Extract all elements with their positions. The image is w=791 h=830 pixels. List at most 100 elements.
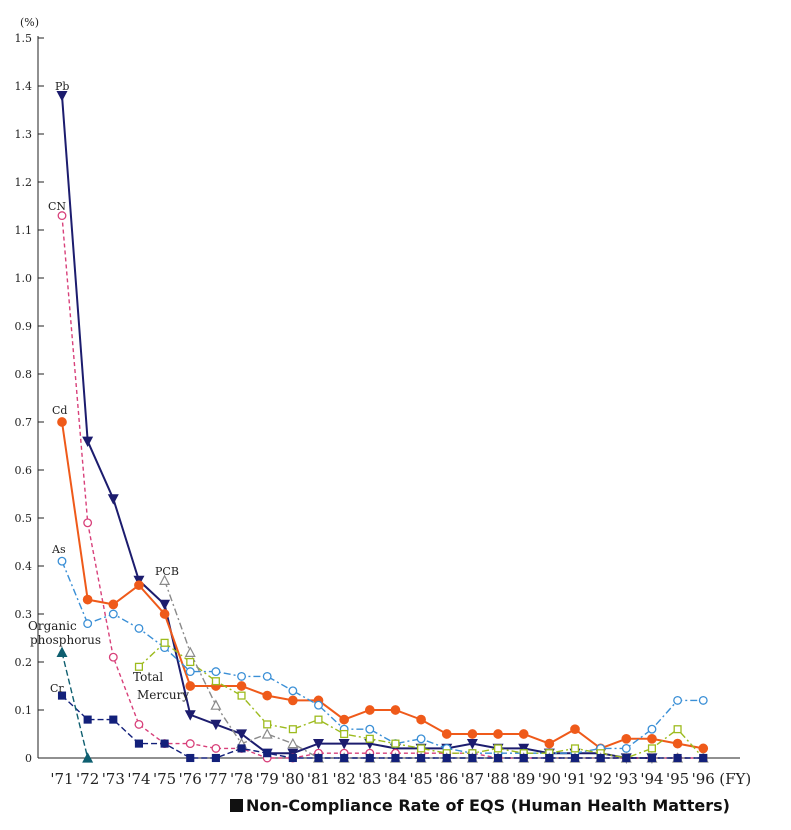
series-line-cr xyxy=(61,695,704,759)
point-total-mercury-14 xyxy=(417,744,426,753)
point-pb-5 xyxy=(184,710,196,721)
y-tick-label-7: 0.7 xyxy=(15,416,33,429)
series-label-organic-phosphorus-1: phosphorus xyxy=(30,633,101,647)
x-tick-label-2: '73 xyxy=(102,770,125,788)
x-tick-label-7: '78 xyxy=(230,770,253,788)
point-cd-2 xyxy=(108,599,119,610)
point-total-mercury-7 xyxy=(237,691,246,700)
y-tick-label-9: 0.9 xyxy=(15,320,33,333)
x-tick-label-24: '95 xyxy=(666,770,689,788)
point-cr-6 xyxy=(211,753,220,763)
point-cr-14 xyxy=(417,753,426,763)
point-total-mercury-3 xyxy=(134,662,144,671)
caption-square-icon xyxy=(230,799,243,812)
x-tick-label-1: '72 xyxy=(76,770,99,788)
x-tick-label-18: '89 xyxy=(512,770,535,788)
point-cd-4 xyxy=(159,609,170,619)
y-tick-label-13: 1.3 xyxy=(15,128,33,141)
point-cd-7 xyxy=(236,681,247,691)
point-total-mercury-24 xyxy=(673,725,682,734)
point-cr-1 xyxy=(83,715,92,724)
point-cd-14 xyxy=(416,714,426,725)
point-pcb-9 xyxy=(287,737,299,749)
point-cd-8 xyxy=(262,690,273,701)
point-cr-0 xyxy=(57,691,67,700)
y-axis-unit: (%) xyxy=(20,16,39,29)
point-as-5 xyxy=(185,667,195,677)
series-label-cn: CN xyxy=(48,200,66,213)
point-cd-24 xyxy=(672,738,683,749)
x-axis-unit: (FY) xyxy=(719,770,751,788)
point-cr-17 xyxy=(493,753,503,763)
point-cr-11 xyxy=(340,753,349,763)
point-cr-21 xyxy=(596,753,605,763)
point-pb-6 xyxy=(210,719,222,731)
point-cd-17 xyxy=(493,729,503,739)
series-line-as xyxy=(61,560,704,754)
x-tick-label-21: '92 xyxy=(589,770,612,788)
point-cn-3 xyxy=(134,719,144,729)
point-as-24 xyxy=(673,695,683,705)
point-as-12 xyxy=(365,724,375,734)
x-tick-label-25: '96 xyxy=(692,770,715,788)
y-tick-label-10: 1.0 xyxy=(15,272,33,285)
point-cd-1 xyxy=(82,594,93,605)
point-cd-18 xyxy=(518,729,529,739)
series-label-pcb: PCB xyxy=(155,565,179,578)
point-cr-25 xyxy=(699,753,708,763)
x-tick-label-17: '88 xyxy=(486,770,509,788)
x-tick-label-10: '81 xyxy=(307,770,330,788)
x-tick-label-15: '86 xyxy=(435,770,458,788)
point-cr-12 xyxy=(365,753,374,763)
point-total-mercury-12 xyxy=(365,734,374,743)
x-tick-label-14: '85 xyxy=(409,770,432,788)
point-organic-phosphorus-0 xyxy=(56,646,68,658)
point-cr-3 xyxy=(134,739,144,748)
point-as-7 xyxy=(237,671,246,681)
point-cd-15 xyxy=(441,729,452,739)
point-cd-25 xyxy=(698,743,709,754)
point-as-1 xyxy=(83,619,93,629)
y-tick-label-4: 0.4 xyxy=(15,560,33,573)
x-tick-label-3: '74 xyxy=(127,770,150,788)
point-cr-7 xyxy=(237,744,246,753)
series-label-pb: Pb xyxy=(55,80,69,93)
point-cd-16 xyxy=(467,729,478,739)
point-cd-22 xyxy=(621,733,632,744)
point-as-10 xyxy=(314,700,323,710)
point-as-22 xyxy=(621,743,631,753)
x-tick-label-6: '77 xyxy=(204,770,227,788)
point-total-mercury-9 xyxy=(288,725,297,734)
y-tick-label-8: 0.8 xyxy=(15,368,33,381)
point-cd-0 xyxy=(57,417,67,427)
point-cr-16 xyxy=(468,753,477,763)
point-pb-7 xyxy=(236,729,248,740)
point-total-mercury-13 xyxy=(391,739,400,748)
point-cd-13 xyxy=(390,705,401,715)
point-cr-8 xyxy=(263,749,272,758)
point-total-mercury-5 xyxy=(186,657,195,667)
point-cd-19 xyxy=(544,738,555,749)
point-total-mercury-4 xyxy=(160,638,169,647)
point-as-9 xyxy=(288,686,298,696)
y-tick-label-12: 1.2 xyxy=(15,176,33,189)
point-pcb-5 xyxy=(184,646,196,658)
point-cd-20 xyxy=(570,724,580,735)
point-total-mercury-6 xyxy=(211,677,220,686)
point-cn-5 xyxy=(185,739,195,749)
x-tick-label-8: '79 xyxy=(256,770,279,788)
point-cn-6 xyxy=(211,743,221,753)
series-label-as: As xyxy=(51,543,66,556)
y-tick-label-6: 0.6 xyxy=(15,464,33,477)
point-pb-16 xyxy=(466,738,478,750)
point-cd-3 xyxy=(134,580,144,591)
point-as-23 xyxy=(647,724,657,734)
series-label-total-mercury-1: Mercury xyxy=(137,688,189,702)
x-tick-label-9: '80 xyxy=(281,770,304,788)
point-cr-10 xyxy=(314,753,323,763)
series-label-organic-phosphorus-0: Organic xyxy=(28,619,77,633)
point-cr-9 xyxy=(288,753,297,763)
x-tick-label-16: '87 xyxy=(461,770,484,788)
point-cr-22 xyxy=(622,753,631,763)
